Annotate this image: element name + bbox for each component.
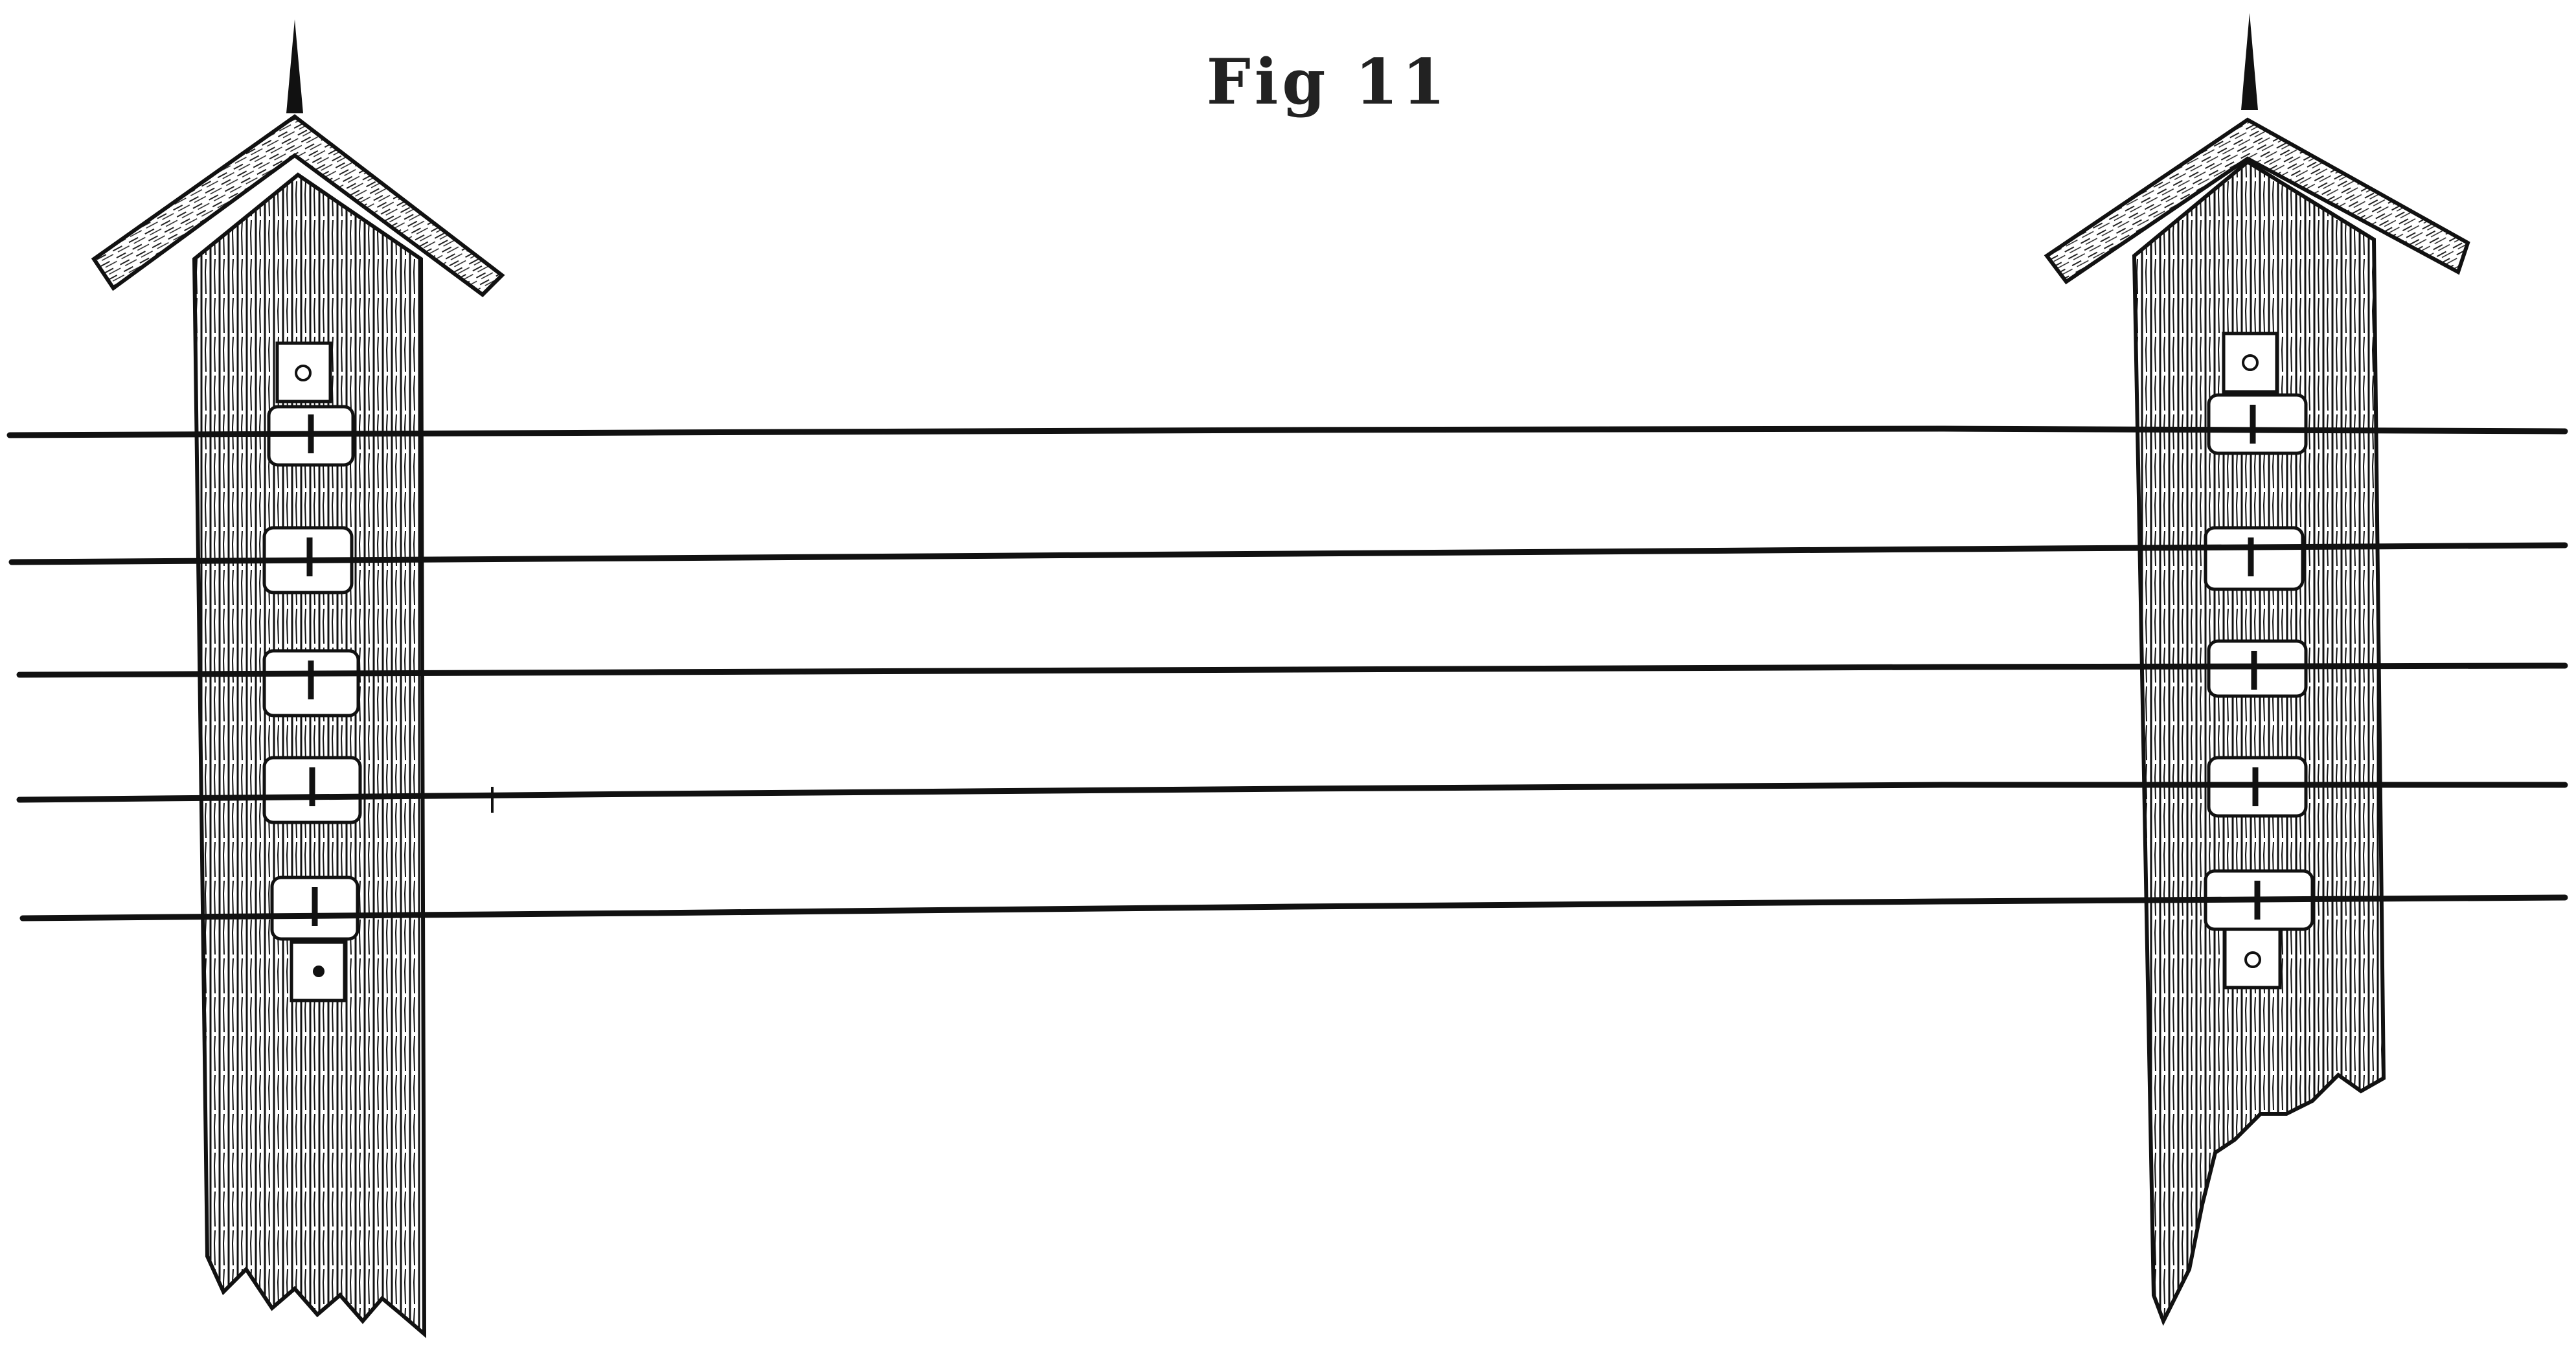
wire-2 — [8, 542, 2568, 565]
wire-1 — [6, 425, 2568, 438]
left-pole — [91, 19, 505, 1339]
wire-5 — [19, 894, 2568, 921]
left-finial — [286, 19, 303, 113]
left-roof — [91, 114, 505, 297]
telegraph-wires — [6, 425, 2568, 921]
figure-caption: Fig 11 — [1206, 45, 1450, 119]
right-pole-body — [2132, 159, 2386, 1326]
left-pole-body — [192, 172, 427, 1339]
right-pole — [2044, 13, 2470, 1326]
wire-4 — [16, 782, 2568, 803]
right-roof — [2044, 117, 2470, 285]
right-finial — [2241, 13, 2258, 110]
right-insulators — [2204, 393, 2314, 931]
wire-3 — [16, 662, 2568, 678]
